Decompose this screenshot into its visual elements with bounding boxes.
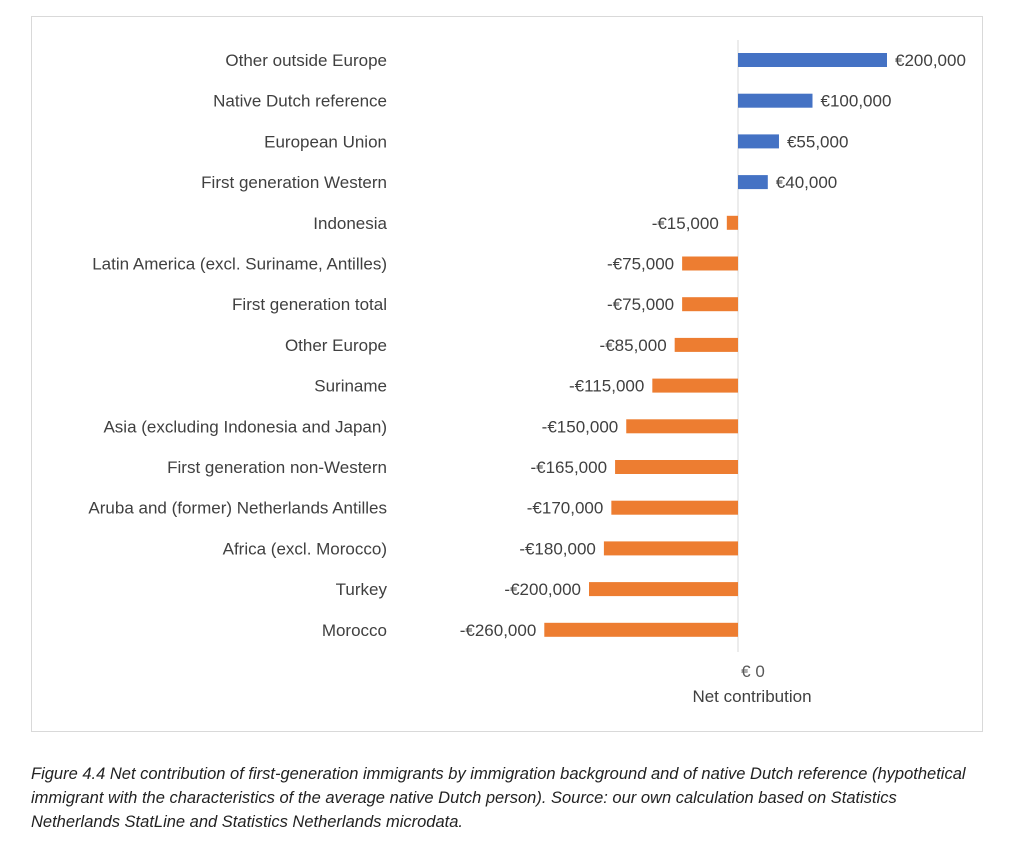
bar [626, 419, 738, 434]
category-label: Aruba and (former) Netherlands Antilles [88, 499, 387, 518]
category-label: Morocco [322, 621, 387, 640]
bar [726, 215, 738, 230]
category-label: First generation Western [201, 173, 387, 192]
bar [738, 53, 887, 67]
category-label: Turkey [336, 580, 388, 599]
category-label: Indonesia [313, 214, 387, 233]
category-label: First generation non-Western [167, 458, 387, 477]
bar [589, 582, 738, 597]
category-label: Other Europe [285, 336, 387, 355]
data-label: -€165,000 [530, 458, 607, 477]
category-label: Asia (excluding Indonesia and Japan) [103, 417, 387, 436]
chart-frame [31, 16, 983, 732]
category-label: Suriname [314, 377, 387, 396]
bar [738, 134, 779, 149]
category-label: Other outside Europe [225, 51, 387, 70]
data-label: €55,000 [787, 132, 848, 151]
x-axis-title: Net contribution [692, 687, 811, 706]
data-label: -€15,000 [652, 214, 719, 233]
data-label: -€115,000 [569, 377, 644, 396]
data-label: -€75,000 [607, 255, 674, 274]
bar [674, 337, 738, 352]
x-tick-label: € 0 [741, 662, 765, 681]
data-label: -€170,000 [527, 499, 604, 518]
bar [682, 297, 738, 312]
data-label: -€85,000 [600, 336, 667, 355]
bar [615, 460, 738, 474]
bar [738, 175, 768, 190]
figure-caption: Figure 4.4 Net contribution of first-gen… [31, 765, 966, 831]
category-label: Native Dutch reference [213, 92, 387, 111]
data-label: -€180,000 [519, 539, 596, 558]
data-label: -€150,000 [542, 417, 619, 436]
data-label: €200,000 [895, 51, 966, 70]
category-label: European Union [264, 132, 387, 151]
bar [611, 500, 738, 515]
bar-chart: Other outside Europe €200,000 Native Dutch… [88, 40, 966, 706]
bar [544, 622, 738, 637]
bar [652, 378, 738, 393]
category-label: First generation total [232, 295, 387, 314]
data-label: -€75,000 [607, 295, 674, 314]
bar [603, 541, 738, 556]
data-label: €100,000 [821, 92, 892, 111]
data-label: -€200,000 [504, 580, 581, 599]
data-label: -€260,000 [460, 621, 537, 640]
category-label: Africa (excl. Morocco) [223, 539, 387, 558]
bar [738, 93, 813, 108]
bar [682, 256, 738, 271]
category-label: Latin America (excl. Suriname, Antilles) [92, 255, 387, 274]
data-label: €40,000 [776, 173, 837, 192]
